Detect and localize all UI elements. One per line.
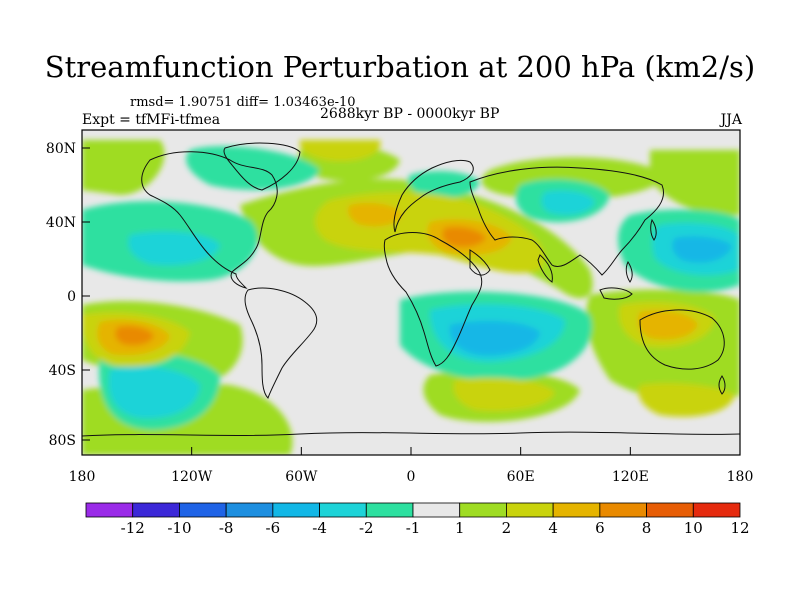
colorbar-label: -4 xyxy=(312,519,327,537)
colorbar-label: 12 xyxy=(730,519,749,537)
colorbar: -12 -10 -8 -6 -4 -2 -1 1 2 4 6 8 10 12 xyxy=(85,502,750,537)
colorbar-swatch xyxy=(506,502,554,518)
colorbar-label: -6 xyxy=(266,519,281,537)
coastlines xyxy=(82,142,740,437)
colorbar-label: -10 xyxy=(167,519,191,537)
colorbar-swatch xyxy=(599,502,647,518)
colorbar-swatch xyxy=(179,502,227,518)
colorbar-label: 6 xyxy=(595,519,605,537)
lat-label: 80N xyxy=(46,141,76,157)
latitude-axis: 80N 40N 0 40S 80S xyxy=(46,141,90,449)
colorbar-swatch xyxy=(319,502,367,518)
lon-label: 60E xyxy=(507,469,535,485)
colorbar-swatch xyxy=(412,502,461,518)
field-region xyxy=(108,366,200,419)
period-label: 2688kyr BP - 0000kyr BP xyxy=(320,106,500,122)
chart-title: Streamfunction Perturbation at 200 hPa (… xyxy=(44,50,756,84)
colorbar-label: 10 xyxy=(684,519,703,537)
colorbar-label: -1 xyxy=(406,519,421,537)
coastline-asia xyxy=(469,166,664,276)
field-region xyxy=(541,190,595,215)
lon-label: 120W xyxy=(171,469,213,485)
coastline-new-zealand xyxy=(718,375,726,395)
stats-text: rmsd= 1.90751 diff= 1.03463e-10 xyxy=(130,95,356,110)
colorbar-swatch xyxy=(272,502,320,518)
field-region xyxy=(408,170,480,199)
colorbar-swatch xyxy=(132,502,180,518)
coastline-india xyxy=(537,254,553,283)
experiment-label: Expt = tfMFi-tfmea xyxy=(82,112,221,128)
anomaly-field xyxy=(82,140,740,455)
coastline-antarctica xyxy=(82,431,740,437)
colorbar-label: 8 xyxy=(642,519,652,537)
colorbar-label: -12 xyxy=(121,519,145,537)
colorbar-label: 2 xyxy=(502,519,512,537)
coastline-north-america xyxy=(141,151,278,289)
field-region xyxy=(442,227,486,247)
field-region xyxy=(299,140,381,162)
longitude-axis: 180 120W 60W 0 60E 120E 180 xyxy=(69,447,754,485)
colorbar-swatch xyxy=(552,502,601,518)
colorbar-swatch xyxy=(692,502,741,518)
field-region xyxy=(453,377,555,412)
colorbar-swatch xyxy=(365,502,414,518)
lon-label: 60W xyxy=(285,469,318,485)
coastline-europe xyxy=(393,159,474,233)
coastline-maritime xyxy=(599,287,633,300)
colorbar-swatch xyxy=(646,502,694,518)
field-region xyxy=(638,383,735,417)
colorbar-label: -8 xyxy=(219,519,234,537)
coastline-africa xyxy=(383,232,483,367)
colorbar-swatch xyxy=(459,502,507,518)
field-region xyxy=(637,310,698,340)
lon-label: 120E xyxy=(612,469,649,485)
field-region xyxy=(348,202,402,227)
season-label: JJA xyxy=(720,112,742,128)
lat-label: 40S xyxy=(49,363,76,379)
field-region xyxy=(650,150,740,216)
coastline-greenland xyxy=(223,142,301,191)
colorbar-label: 4 xyxy=(548,519,558,537)
coastline-japan xyxy=(650,218,657,241)
colorbar-label: -2 xyxy=(359,519,374,537)
coastline-philippines xyxy=(625,261,633,283)
coastline-south-america xyxy=(244,287,318,399)
lat-label: 80S xyxy=(49,433,76,449)
coastline-arabia xyxy=(469,249,491,276)
lon-label: 180 xyxy=(69,469,96,485)
field-region xyxy=(672,236,732,263)
field-region xyxy=(186,146,320,190)
colorbar-swatch xyxy=(225,502,274,518)
lat-label: 40N xyxy=(46,215,76,231)
lon-label: 0 xyxy=(407,469,416,485)
field-region xyxy=(449,320,540,356)
coastline-australia xyxy=(639,309,725,370)
lon-label: 180 xyxy=(727,469,754,485)
field-region xyxy=(115,326,154,346)
colorbar-swatch xyxy=(85,502,134,518)
field-region xyxy=(82,140,165,195)
colorbar-label: 1 xyxy=(455,519,465,537)
lat-label: 0 xyxy=(67,289,76,305)
